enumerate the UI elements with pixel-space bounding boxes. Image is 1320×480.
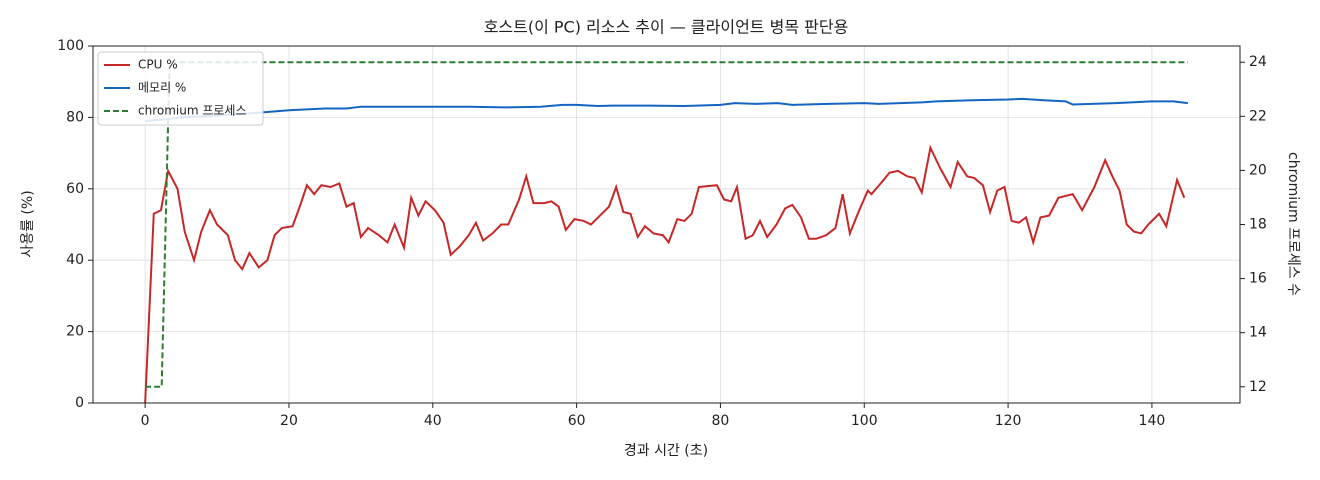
y-tick-label: 100 xyxy=(57,38,84,54)
legend-label: CPU % xyxy=(138,58,178,72)
x-tick-label: 60 xyxy=(568,413,586,429)
x-tick-label: 120 xyxy=(995,413,1022,429)
y2-tick-label: 20 xyxy=(1249,162,1267,178)
y2-tick-label: 18 xyxy=(1249,217,1267,233)
y-tick-label: 40 xyxy=(66,252,84,268)
series-line xyxy=(144,144,1186,404)
y-tick-label: 20 xyxy=(66,324,84,340)
plot-frame xyxy=(92,45,1241,404)
y2-tick-label: 12 xyxy=(1249,379,1267,395)
y2-tick-label: 24 xyxy=(1249,54,1267,70)
y-tick-label: 80 xyxy=(66,109,84,125)
y2-tick-label: 16 xyxy=(1249,271,1267,287)
y-axis-label: 사용률 (%) xyxy=(20,190,36,257)
x-tick-label: 140 xyxy=(1139,413,1166,429)
y2-tick-label: 14 xyxy=(1249,325,1267,341)
x-tick-label: 40 xyxy=(424,413,442,429)
legend-label: 메모리 % xyxy=(138,81,186,95)
x-tick-label: 80 xyxy=(712,413,730,429)
chart-title: 호스트(이 PC) 리소스 추이 — 클라이언트 병목 판단용 xyxy=(484,18,849,37)
x-axis-label: 경과 시간 (초) xyxy=(624,443,708,459)
legend: CPU % 메모리 % chromium 프로세스 xyxy=(97,51,264,126)
y-tick-label: 0 xyxy=(75,395,84,411)
y2-axis-label: chromium 프로세스 수 xyxy=(1285,152,1301,296)
y2-tick-label: 22 xyxy=(1249,108,1267,124)
legend-box xyxy=(97,51,264,126)
series-line xyxy=(145,97,1188,122)
x-tick-label: 0 xyxy=(141,413,150,429)
x-tick-label: 100 xyxy=(851,413,878,429)
x-tick-label: 20 xyxy=(280,413,298,429)
y-tick-label: 60 xyxy=(66,181,84,197)
legend-label: chromium 프로세스 xyxy=(138,104,247,118)
series-line xyxy=(145,61,1188,388)
